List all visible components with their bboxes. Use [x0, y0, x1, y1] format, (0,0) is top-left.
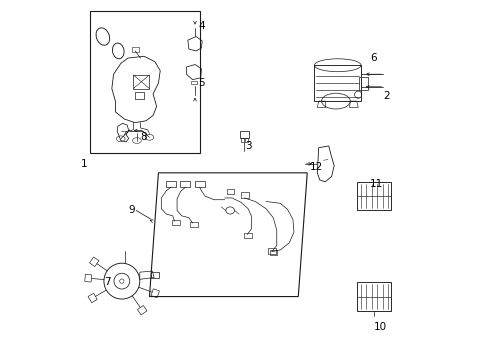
Bar [131, 47, 139, 52]
Text: 7: 7 [104, 277, 111, 287]
Text: 11: 11 [369, 179, 382, 189]
Bar [135, 92, 144, 99]
Bar [244, 138, 248, 142]
Bar [165, 181, 176, 187]
Text: 3: 3 [244, 141, 251, 151]
Text: 5: 5 [198, 78, 204, 88]
Bar [244, 233, 252, 238]
Bar [357, 182, 390, 211]
Text: 2: 2 [382, 91, 388, 101]
Bar [151, 272, 159, 278]
Bar [172, 220, 180, 225]
Bar [269, 249, 277, 255]
Text: 12: 12 [309, 162, 322, 172]
Text: 10: 10 [373, 322, 386, 332]
Text: 6: 6 [369, 53, 376, 63]
Bar [357, 282, 390, 311]
Bar [180, 181, 190, 187]
Text: 8: 8 [140, 132, 146, 142]
Bar [241, 192, 248, 198]
Bar [190, 222, 198, 226]
Bar [226, 189, 234, 194]
Bar [314, 65, 360, 101]
Bar [267, 248, 275, 253]
Bar [90, 12, 199, 153]
Bar [240, 131, 248, 138]
Bar [190, 81, 197, 84]
Bar [133, 75, 149, 89]
Text: 4: 4 [198, 21, 204, 31]
Text: 9: 9 [128, 206, 135, 216]
Bar [359, 77, 367, 90]
Bar [240, 138, 244, 142]
Bar [194, 181, 204, 187]
Text: 1: 1 [81, 159, 87, 169]
